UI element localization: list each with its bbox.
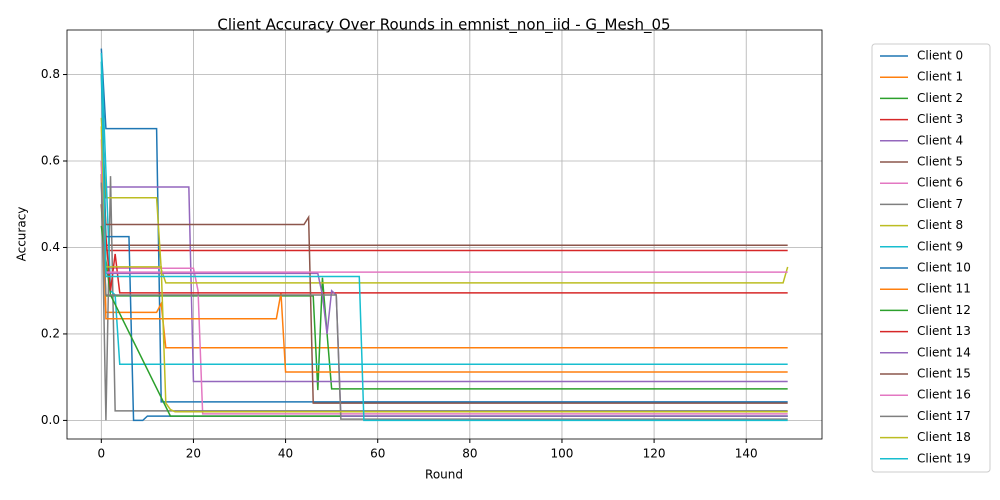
- legend-label: Client 8: [917, 218, 963, 232]
- data-line: [100, 160, 788, 373]
- data-line: [100, 48, 788, 403]
- data-line: [100, 204, 788, 252]
- x-tick-label: 0: [97, 447, 105, 461]
- legend-label: Client 13: [917, 324, 971, 338]
- y-tick-label: 0.8: [41, 67, 60, 81]
- legend-label: Client 4: [917, 133, 963, 147]
- data-line: [100, 182, 788, 294]
- data-line: [100, 204, 788, 391]
- data-line: [100, 52, 788, 365]
- plot-frame: [66, 29, 823, 440]
- legend-label: Client 17: [917, 409, 971, 423]
- x-tick-label: 140: [735, 447, 758, 461]
- x-tick-label: 100: [551, 447, 574, 461]
- x-tick-label: 20: [186, 447, 201, 461]
- data-line: [100, 160, 788, 273]
- data-line: [100, 160, 788, 404]
- data-line: [100, 182, 788, 247]
- x-tick-label: 60: [370, 447, 385, 461]
- data-line: [100, 173, 788, 349]
- legend-label: Client 10: [917, 261, 971, 275]
- legend-label: Client 7: [917, 197, 963, 211]
- data-line: [100, 225, 788, 417]
- legend-label: Client 1: [917, 70, 963, 84]
- data-line: [100, 126, 788, 413]
- y-tick-label: 0.2: [41, 326, 60, 340]
- x-tick-label: 80: [462, 447, 477, 461]
- x-tick-label: 40: [278, 447, 293, 461]
- legend-label: Client 2: [917, 91, 963, 105]
- data-line: [100, 117, 789, 284]
- x-tick-label: 120: [643, 447, 666, 461]
- legend-label: Client 5: [917, 155, 963, 169]
- data-line: [100, 182, 788, 420]
- y-tick-label: 0.0: [41, 413, 60, 427]
- y-tick-label: 0.6: [41, 154, 60, 168]
- legend-label: Client 15: [917, 367, 971, 381]
- legend-label: Client 14: [917, 345, 971, 359]
- data-line: [100, 61, 788, 422]
- legend-label: Client 3: [917, 112, 963, 126]
- legend-label: Client 18: [917, 430, 971, 444]
- legend-box: [871, 43, 991, 473]
- legend-label: Client 19: [917, 451, 971, 465]
- x-axis-label: Round: [425, 468, 463, 482]
- legend-label: Client 12: [917, 303, 971, 317]
- legend-label: Client 11: [917, 282, 971, 296]
- legend-label: Client 9: [917, 239, 963, 253]
- y-tick-label: 0.4: [41, 240, 60, 254]
- legend-label: Client 16: [917, 388, 971, 402]
- data-line: [100, 173, 788, 421]
- legend-label: Client 6: [917, 176, 963, 190]
- y-axis-label: Accuracy: [15, 207, 29, 262]
- legend-label: Client 0: [917, 49, 963, 63]
